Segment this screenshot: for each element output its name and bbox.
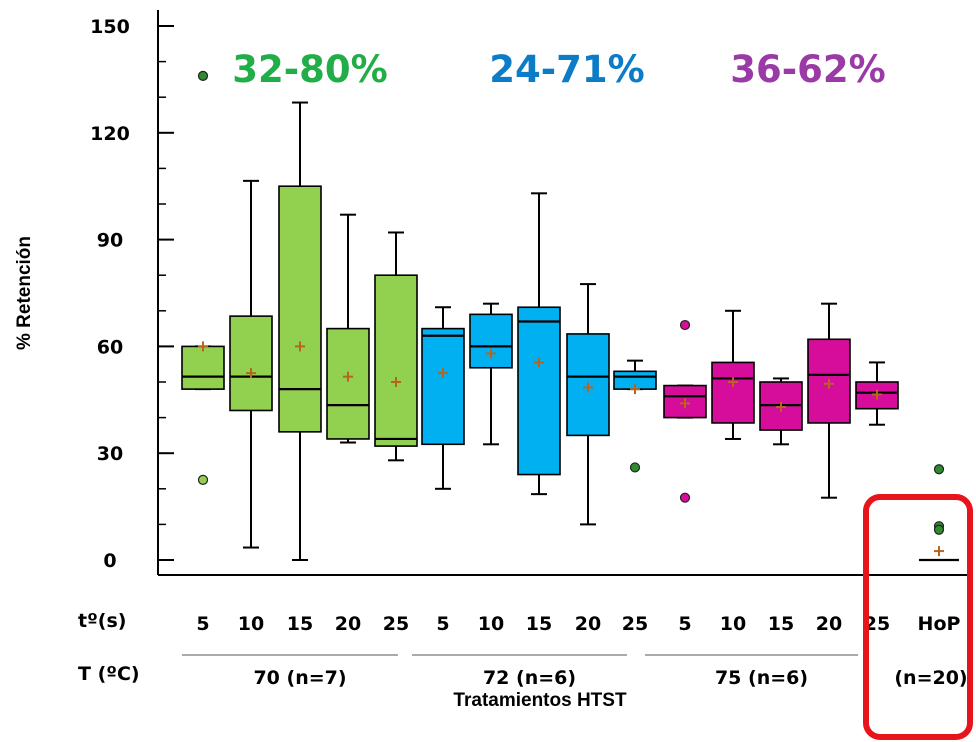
box-body [469,313,513,369]
outlier-point [679,319,691,331]
box-body [181,345,225,390]
time-tick-label: 15 [287,613,313,635]
range-label-0: 32-80% [232,48,387,91]
box-body [278,185,322,433]
outlier-point [933,524,945,535]
box-70-10 [229,179,273,549]
box-body [229,315,273,412]
hop-highlight-box [863,494,973,740]
time-tick-label: 25 [383,613,409,635]
box-70-20 [326,213,370,444]
time-row-label: tº(s) [78,610,126,632]
outlier-point [679,492,691,503]
y-tick-label: 60 [97,336,123,358]
box-75-25 [855,361,899,426]
group-label: 75 (n=6) [715,667,808,689]
time-tick-label: 20 [816,613,842,635]
box-70-15 [278,101,322,561]
time-tick-label: 5 [196,613,209,635]
box-hop-HoP [919,464,959,562]
y-tick-label: 150 [90,16,130,38]
box-70-5 [181,70,225,485]
box-body [374,274,418,447]
y-axis-title: % Retención [14,236,35,350]
time-tick-label: 10 [720,613,746,635]
time-tick-label: 5 [678,613,691,635]
box-75-20 [807,302,851,499]
box-75-5 [663,319,707,503]
hop-n-label: (n=20) [894,667,967,689]
time-tick-label: 10 [478,613,504,635]
outlier-point [197,474,209,485]
box-70-25 [374,231,418,462]
box-72-15 [517,192,561,496]
time-tick-label: 25 [622,613,648,635]
x-labels: 5 10 15 20 25 5 10 15 20 25 5 10 15 20 25 HoP 70 (n=7) 72… [182,613,968,689]
box-75-10 [711,309,755,440]
temp-row-label: T (ºC) [78,663,140,685]
x-axis-title: Tratamientos HTST [453,690,627,711]
outlier-point [629,462,641,473]
y-tick-label: 90 [97,230,123,252]
range-labels: 32-80% 24-71% 36-62% [232,48,885,91]
time-tick-label: 25 [864,613,890,635]
hop-label: HoP [918,613,961,635]
box-body [326,327,370,440]
box-72-10 [469,302,513,446]
y-ticks: 0 30 60 90 120 150 [90,16,174,572]
group-label: 70 (n=7) [253,667,346,689]
box-72-25 [613,359,657,473]
box-body [517,306,561,476]
group-label: 72 (n=6) [483,667,576,689]
time-tick-label: 5 [436,613,449,635]
y-tick-label: 0 [103,550,116,572]
time-tick-label: 20 [575,613,601,635]
time-tick-label: 20 [335,613,361,635]
y-tick-label: 30 [97,443,123,465]
range-label-2: 36-62% [730,48,885,91]
range-label-1: 24-71% [489,48,644,91]
time-tick-label: 10 [238,613,264,635]
box-series [181,70,959,562]
time-tick-label: 15 [768,613,794,635]
box-body [421,327,465,446]
box-72-20 [566,283,610,526]
box-body [711,361,755,424]
y-tick-label: 120 [90,123,130,145]
outlier-point [933,464,945,475]
time-tick-label: 15 [526,613,552,635]
outlier-point [197,70,209,81]
box-75-15 [759,377,803,446]
box-72-5 [421,306,465,490]
